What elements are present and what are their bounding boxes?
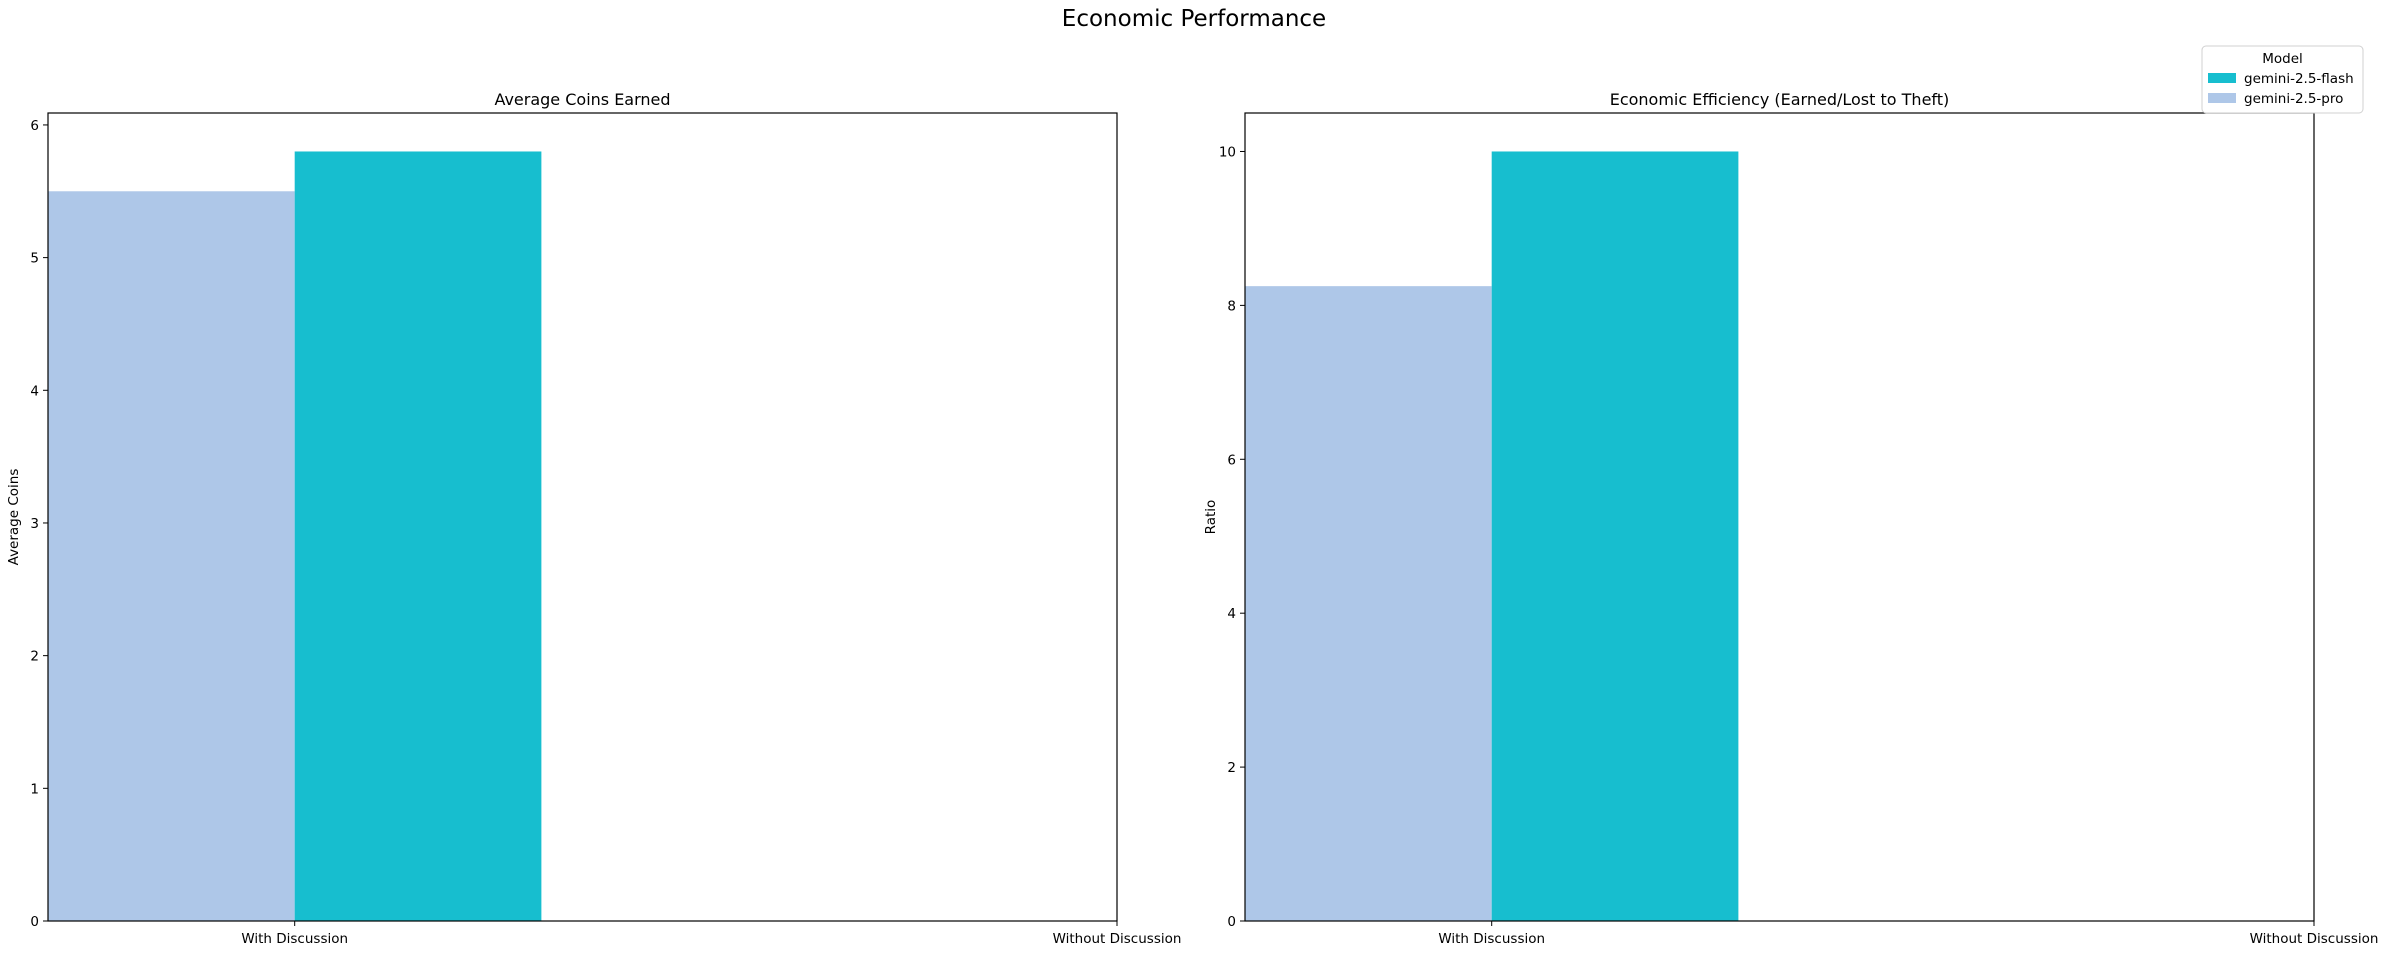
y-tick-label: 3 <box>30 516 39 532</box>
bar-gemini-2.5-flash-with-discussion <box>1491 151 1739 921</box>
legend-title: Model <box>2262 51 2303 67</box>
legend-swatch <box>2208 93 2236 103</box>
y-tick-label: 0 <box>30 914 39 930</box>
bar-gemini-2.5-pro-with-discussion <box>1245 286 1492 922</box>
chart-title: Average Coins Earned <box>494 90 670 109</box>
legend-label: gemini-2.5-pro <box>2244 91 2343 107</box>
bar-gemini-2.5-flash-with-discussion <box>294 151 542 921</box>
axes-frame <box>1244 112 2315 922</box>
y-tick-label: 5 <box>30 251 39 267</box>
chart-panel-1: 0 1 2 3 4 5 6 With Discussion Without Discussion… <box>6 90 1181 947</box>
chart-panel-2: 0 2 4 6 8 10 With Discussion Without Discussion… <box>1203 90 2378 947</box>
axes-layer: 0 1 2 3 4 5 6 With Discussion Without Discussion… <box>6 90 2378 947</box>
y-tick-label: 4 <box>1227 606 1236 622</box>
y-tick-label: 10 <box>1219 144 1236 160</box>
legend: Model gemini-2.5-flash gemini-2.5-pro <box>2201 45 2364 114</box>
x-tick-label: With Discussion <box>241 931 348 947</box>
chart-title: Economic Efficiency (Earned/Lost to Thef… <box>1610 90 1950 109</box>
x-tick-label: With Discussion <box>1438 931 1545 947</box>
bar-gemini-2.5-pro-with-discussion <box>48 191 295 921</box>
y-tick-label: 4 <box>30 383 39 399</box>
y-tick-label: 2 <box>30 649 39 665</box>
axes-frame <box>47 112 1118 922</box>
figure-title: Economic Performance <box>1062 6 1326 32</box>
legend-swatch <box>2208 73 2236 83</box>
x-tick-label: Without Discussion <box>1053 931 1182 947</box>
legend-label: gemini-2.5-flash <box>2244 71 2354 87</box>
y-axis-label: Average Coins <box>6 469 22 566</box>
y-tick-label: 6 <box>1227 452 1236 468</box>
x-tick-label: Without Discussion <box>2250 931 2379 947</box>
y-tick-label: 6 <box>30 118 39 134</box>
y-tick-label: 8 <box>1227 298 1236 314</box>
y-tick-label: 2 <box>1227 760 1236 776</box>
y-axis-label: Ratio <box>1203 500 1219 535</box>
legend-frame <box>2201 45 2364 114</box>
y-tick-label: 0 <box>1227 914 1236 930</box>
y-tick-label: 1 <box>30 781 39 797</box>
